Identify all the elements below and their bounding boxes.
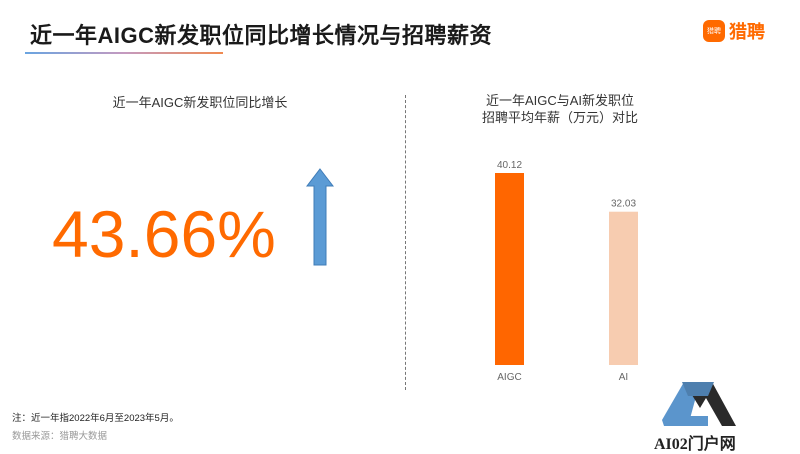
bar-ai [609,211,638,365]
data-source: 数据来源：猎聘大数据 [12,431,108,442]
title-underline [25,52,223,54]
growth-subtitle: 近一年AIGC新发职位同比增长 [112,95,288,110]
logo-icon: 猎聘 [703,20,725,42]
arrow-up-icon [306,168,334,266]
category-label: AI [619,372,628,383]
liepin-logo: 猎聘 猎聘 [703,18,765,44]
category-label: AIGC [497,372,521,383]
bar-aigc [495,173,524,365]
watermark-logo [662,382,736,426]
footnote: 注：近一年指2022年6月至2023年5月。 [12,413,179,424]
divider [405,95,406,390]
growth-value: 43.66% [52,197,276,271]
chart-title: 近一年AIGC与AI新发职位 招聘平均年薪（万元）对比 [440,92,680,126]
value-label: 40.12 [497,160,522,171]
logo-text: 猎聘 [729,22,765,42]
page-title: 近一年AIGC新发职位同比增长情况与招聘薪资 [30,23,493,48]
chart-title-line-1: 近一年AIGC与AI新发职位 [485,93,635,108]
chart-title-line-2: 招聘平均年薪（万元）对比 [481,110,638,125]
value-label: 32.03 [611,199,636,210]
watermark-text: AI02门户网 [654,436,736,453]
